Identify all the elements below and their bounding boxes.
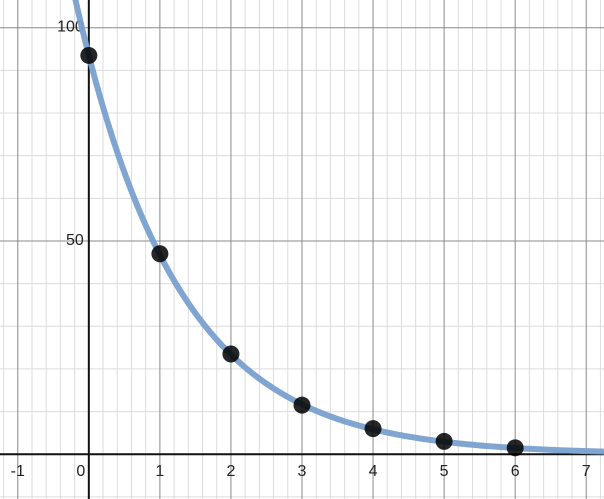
x-tick-label: 0 xyxy=(76,463,85,480)
x-tick-label: 5 xyxy=(440,463,449,480)
data-points xyxy=(80,46,524,457)
data-point[interactable] xyxy=(80,46,98,64)
data-point[interactable] xyxy=(151,245,169,263)
data-point[interactable] xyxy=(293,396,311,414)
x-tick-label: 7 xyxy=(582,463,591,480)
x-tick-label: 1 xyxy=(155,463,164,480)
data-point[interactable] xyxy=(435,432,453,450)
y-tick-label: 100 xyxy=(57,19,84,36)
x-tick-label: 2 xyxy=(226,463,235,480)
tick-labels: -1 0 1 2 3 4 5 6 7 50 100 xyxy=(11,19,591,480)
data-point[interactable] xyxy=(506,439,524,457)
x-tick-label: 4 xyxy=(369,463,378,480)
x-tick-label: 3 xyxy=(298,463,307,480)
x-tick-label: -1 xyxy=(11,463,25,480)
x-tick-label: 6 xyxy=(511,463,520,480)
y-tick-label: 50 xyxy=(66,232,84,249)
data-point[interactable] xyxy=(222,345,240,363)
data-point[interactable] xyxy=(364,420,382,438)
